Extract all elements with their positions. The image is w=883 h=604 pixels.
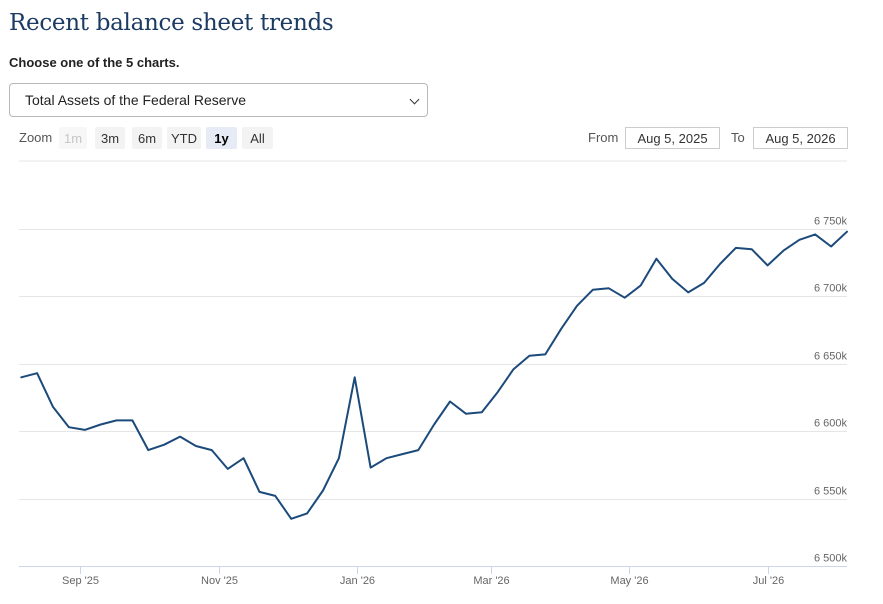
data-point[interactable] <box>179 435 181 437</box>
data-point[interactable] <box>131 419 133 421</box>
data-point[interactable] <box>20 376 22 378</box>
data-point[interactable] <box>751 248 753 250</box>
x-tick-label: Sep '25 <box>62 575 99 587</box>
zoom-button-1m[interactable]: 1m <box>59 127 87 149</box>
data-point[interactable] <box>544 353 546 355</box>
data-point[interactable] <box>115 419 117 421</box>
y-tick-label: 6 750k <box>814 216 848 228</box>
to-date-input[interactable]: Aug 5, 2026 <box>753 127 848 149</box>
zoom-button-1y[interactable]: 1y <box>206 127 237 149</box>
data-point[interactable] <box>512 368 514 370</box>
data-point[interactable] <box>624 297 626 299</box>
data-point[interactable] <box>528 355 530 357</box>
data-point[interactable] <box>306 512 308 514</box>
data-point[interactable] <box>195 445 197 447</box>
data-point[interactable] <box>497 391 499 393</box>
grid-layer <box>19 160 847 500</box>
x-tick-label: Jan '26 <box>340 575 375 587</box>
data-point[interactable] <box>703 282 705 284</box>
data-point[interactable] <box>719 263 721 265</box>
chart-chooser-label: Choose one of the 5 charts. <box>9 55 180 70</box>
data-point[interactable] <box>433 423 435 425</box>
data-point[interactable] <box>242 457 244 459</box>
zoom-label: Zoom <box>19 130 53 145</box>
y-tick-label: 6 500k <box>814 553 848 565</box>
y-tick-label: 6 550k <box>814 486 848 498</box>
data-point[interactable] <box>576 305 578 307</box>
to-label: To <box>731 130 745 145</box>
x-tick-label: May '26 <box>610 575 648 587</box>
data-point[interactable] <box>608 287 610 289</box>
zoom-button-ytd[interactable]: YTD <box>167 127 201 149</box>
data-point[interactable] <box>798 239 800 241</box>
data-point[interactable] <box>36 372 38 374</box>
data-point[interactable] <box>465 413 467 415</box>
data-point[interactable] <box>211 449 213 451</box>
y-axis-labels: 6 500k 6 550k 6 600k 6 650k 6 700k 6 750k <box>814 216 848 565</box>
chart-select-dropdown[interactable]: Total Assets of the Federal Reserve <box>9 83 428 117</box>
data-point[interactable] <box>592 289 594 291</box>
data-point[interactable] <box>100 423 102 425</box>
data-point[interactable] <box>671 278 673 280</box>
y-tick-label: 6 650k <box>814 351 848 363</box>
data-point[interactable] <box>354 376 356 378</box>
data-point[interactable] <box>814 233 816 235</box>
page-title: Recent balance sheet trends <box>9 10 334 36</box>
data-point[interactable] <box>147 449 149 451</box>
data-point[interactable] <box>68 426 70 428</box>
data-point[interactable] <box>163 444 165 446</box>
x-tick-label: Mar '26 <box>473 575 509 587</box>
data-point[interactable] <box>52 406 54 408</box>
x-tick-label: Nov '25 <box>201 575 238 587</box>
from-label: From <box>588 130 619 145</box>
series-layer[interactable] <box>20 230 848 521</box>
from-date-input[interactable]: Aug 5, 2025 <box>625 127 720 149</box>
data-point[interactable] <box>274 495 276 497</box>
data-point[interactable] <box>401 453 403 455</box>
zoom-button-all[interactable]: All <box>242 127 273 149</box>
x-tick-label: Jul '26 <box>753 575 784 587</box>
data-point[interactable] <box>369 466 371 468</box>
data-point[interactable] <box>735 247 737 249</box>
data-point[interactable] <box>639 284 641 286</box>
y-tick-label: 6 600k <box>814 418 848 430</box>
data-point[interactable] <box>782 249 784 251</box>
x-axis: Sep '25 Nov '25 Jan '26 Mar '26 May '26 Jul '… <box>19 566 847 587</box>
data-point[interactable] <box>322 489 324 491</box>
zoom-button-6m[interactable]: 6m <box>132 127 162 149</box>
data-point[interactable] <box>338 457 340 459</box>
data-point[interactable] <box>560 328 562 330</box>
data-point[interactable] <box>417 449 419 451</box>
series-line[interactable] <box>20 230 848 520</box>
data-point[interactable] <box>449 400 451 402</box>
y-tick-label: 6 700k <box>814 283 848 295</box>
chevron-down-icon <box>409 94 420 105</box>
chart-select-value: Total Assets of the Federal Reserve <box>25 92 246 108</box>
data-point[interactable] <box>258 491 260 493</box>
chart-canvas[interactable]: 6 500k 6 550k 6 600k 6 650k 6 700k 6 750k Sep… <box>0 150 883 600</box>
data-point[interactable] <box>481 411 483 413</box>
data-point[interactable] <box>830 245 832 247</box>
data-point[interactable] <box>385 457 387 459</box>
zoom-button-3m[interactable]: 3m <box>95 127 125 149</box>
data-point[interactable] <box>846 231 848 233</box>
data-point[interactable] <box>227 468 229 470</box>
data-point[interactable] <box>687 291 689 293</box>
data-point[interactable] <box>766 264 768 266</box>
data-point[interactable] <box>655 258 657 260</box>
data-point[interactable] <box>290 518 292 520</box>
data-point[interactable] <box>84 429 86 431</box>
